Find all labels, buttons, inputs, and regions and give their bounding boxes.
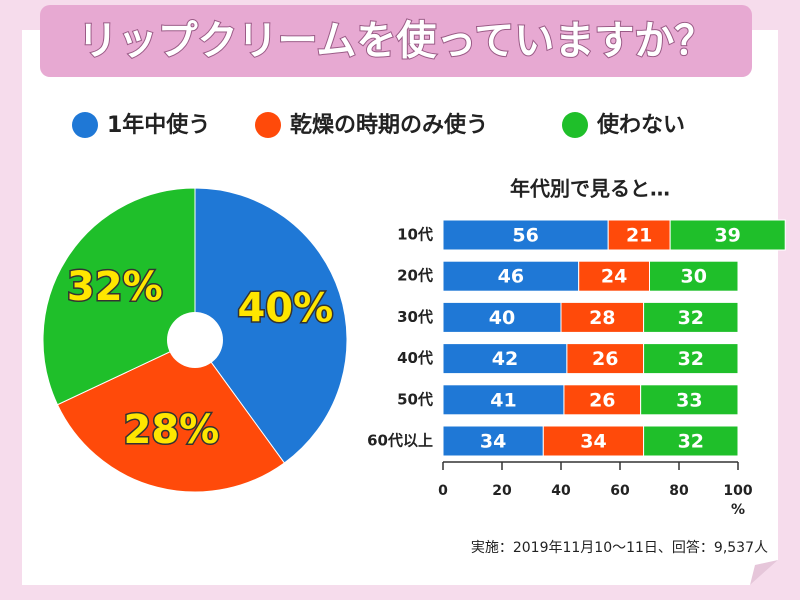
x-tick-label: 80 [669, 483, 689, 499]
pie-slice [56, 339, 286, 493]
bar-value-label: 33 [676, 389, 702, 411]
bar-value-label: 26 [589, 389, 615, 411]
bar-segment [566, 343, 645, 375]
bar-segment [643, 301, 739, 333]
bar-segment [442, 343, 568, 375]
bar-title: 年代別で見ると… [510, 177, 670, 201]
bar-segment [607, 219, 671, 251]
bar-value-label: 46 [498, 266, 524, 288]
bar-value-label: 40 [489, 307, 515, 329]
bar-segment [442, 260, 580, 292]
bar-value-label: 32 [678, 307, 704, 329]
bar-segment [643, 425, 739, 457]
y-tick-label: 30代 [397, 308, 433, 326]
y-tick-label: 40代 [397, 349, 433, 367]
x-tick-label: 40 [551, 483, 571, 499]
bar-segment [669, 219, 786, 251]
title-banner [40, 5, 752, 77]
pie-slice [194, 187, 348, 464]
x-tick-label: 100 [723, 483, 752, 499]
slice-label: 32% [67, 264, 163, 310]
x-tick-label: 60 [610, 483, 630, 499]
legend-label: 1年中使う [107, 112, 210, 138]
y-tick-label: 10代 [397, 226, 433, 244]
bar-value-label: 34 [580, 431, 606, 453]
bar-value-label: 56 [512, 225, 538, 247]
legend-label: 乾燥の時期のみ使う [290, 112, 488, 138]
slice-label: 40% [237, 286, 333, 332]
bar-segment [578, 260, 651, 292]
bar-value-label: 34 [480, 431, 506, 453]
bar-segment [442, 425, 544, 457]
y-tick-label: 20代 [397, 267, 433, 285]
bar-segment [649, 260, 739, 292]
bar-value-label: 28 [589, 307, 615, 329]
x-axis-label: % [731, 502, 745, 518]
pie-slice [42, 187, 196, 406]
bar-value-label: 30 [681, 266, 707, 288]
bar-value-label: 42 [492, 348, 518, 370]
card-fold [750, 560, 778, 585]
bar-segment [640, 384, 739, 416]
note: 実施：2019年11月10〜11日、回答：9,537人 [471, 539, 768, 556]
bar-segment [643, 343, 739, 375]
bar-value-label: 32 [678, 431, 704, 453]
bar-value-label: 26 [592, 348, 618, 370]
bar-value-label: 41 [490, 389, 516, 411]
bar-value-label: 39 [714, 225, 740, 247]
chart-title: リップクリームを使っていますか？ [78, 18, 715, 64]
bar-value-label: 21 [626, 225, 652, 247]
legend-swatch [562, 112, 588, 138]
slice-label: 28% [123, 407, 219, 453]
legend-swatch [255, 112, 281, 138]
legend-swatch [72, 112, 98, 138]
bar-segment [442, 301, 562, 333]
x-tick-label: 0 [438, 483, 448, 499]
y-tick-label: 60代以上 [367, 432, 433, 450]
pie-hole [167, 312, 223, 368]
bar-value-label: 24 [601, 266, 627, 288]
x-tick-label: 20 [492, 483, 512, 499]
y-tick-label: 50代 [397, 390, 433, 408]
bar-segment [560, 301, 645, 333]
legend-label: 使わない [596, 113, 685, 138]
bar-value-label: 32 [678, 348, 704, 370]
